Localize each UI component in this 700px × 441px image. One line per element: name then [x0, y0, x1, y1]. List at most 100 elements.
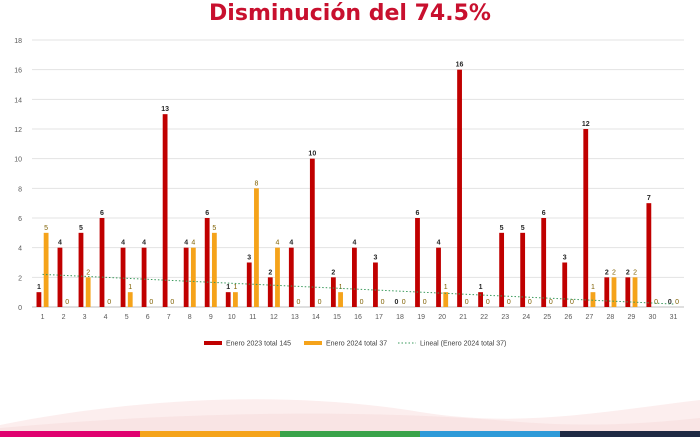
x-tick-label: 29 — [628, 314, 636, 321]
x-tick-label: 15 — [333, 314, 341, 321]
y-tick-label: 2 — [18, 275, 22, 282]
bar-enero-2024 — [632, 277, 638, 307]
x-tick-label: 12 — [270, 314, 278, 321]
legend-swatch — [304, 341, 322, 345]
x-tick-label: 16 — [354, 314, 362, 321]
data-label: 6 — [100, 210, 104, 217]
x-tick-label: 23 — [501, 314, 509, 321]
x-tick-label: 20 — [438, 314, 446, 321]
bar-enero-2023 — [78, 232, 84, 307]
x-tick-label: 13 — [291, 314, 299, 321]
y-tick-label: 14 — [14, 97, 22, 104]
x-tick-label: 25 — [543, 314, 551, 321]
x-tick-label: 28 — [606, 314, 614, 321]
data-label: 10 — [308, 151, 316, 158]
bars — [36, 69, 652, 308]
x-tick-label: 24 — [522, 314, 530, 321]
bar-enero-2024 — [211, 232, 217, 307]
footer-color-segment — [560, 431, 700, 437]
x-tick-label: 6 — [146, 314, 150, 321]
data-label: 0 — [170, 299, 174, 306]
x-tick-label: 19 — [417, 314, 425, 321]
data-label: 3 — [247, 255, 251, 262]
data-label: 16 — [456, 62, 464, 69]
bar-enero-2023 — [162, 114, 168, 308]
data-label: 2 — [626, 269, 630, 276]
data-label: 0 — [549, 299, 553, 306]
bar-enero-2023 — [373, 262, 378, 307]
bar-enero-2023 — [141, 247, 147, 307]
x-tick-label: 22 — [480, 314, 488, 321]
data-label: 0 — [654, 299, 658, 306]
data-label: 4 — [191, 240, 195, 247]
data-label: 2 — [86, 269, 90, 276]
data-label: 7 — [647, 195, 651, 202]
data-label: 0 — [668, 299, 672, 306]
x-tick-label: 21 — [459, 314, 467, 321]
x-tick-label: 2 — [62, 314, 66, 321]
bar-enero-2023 — [562, 262, 568, 307]
y-tick-label: 16 — [14, 68, 22, 75]
footer-color-segment — [140, 431, 280, 437]
data-label: 0 — [675, 299, 679, 306]
x-tick-label: 10 — [228, 314, 236, 321]
data-label: 1 — [226, 284, 230, 291]
y-tick-label: 6 — [18, 216, 22, 223]
x-tick-label: 1 — [41, 314, 45, 321]
y-tick-label: 12 — [14, 127, 22, 134]
data-label: 2 — [633, 269, 637, 276]
bar-enero-2023 — [120, 247, 126, 307]
bar-enero-2024 — [43, 232, 49, 307]
data-label: 5 — [521, 225, 525, 232]
footer-bottom — [0, 437, 700, 441]
bar-enero-2024 — [127, 292, 133, 307]
data-label: 0 — [149, 299, 153, 306]
bar-enero-2023 — [604, 277, 610, 307]
bar-enero-2023 — [267, 277, 273, 307]
x-tick-label: 4 — [104, 314, 108, 321]
trendline — [42, 273, 674, 305]
data-label: 6 — [416, 210, 420, 217]
data-label: 4 — [142, 240, 146, 247]
x-tick-label: 5 — [125, 314, 129, 321]
x-tick-label: 31 — [670, 314, 678, 321]
data-label: 1 — [128, 284, 132, 291]
data-label: 12 — [582, 121, 590, 128]
bar-enero-2024 — [233, 292, 238, 307]
y-tick-label: 4 — [18, 246, 22, 253]
y-axis-ticks: 0 2 4 6 8 10 12 14 16 18 — [14, 38, 22, 312]
data-label: 1 — [233, 284, 237, 291]
bar-enero-2023 — [99, 218, 105, 307]
data-label: 4 — [289, 240, 293, 247]
data-label: 0 — [423, 299, 427, 306]
x-axis-ticks: 1 2 3 4 5 6 7 8 9 10 11 12 13 14 15 16 17 18 19 20 21 22 23 24 2… — [41, 314, 678, 321]
bar-enero-2023 — [436, 247, 441, 307]
data-label: 0 — [507, 299, 511, 306]
bar-enero-2023 — [36, 292, 42, 307]
data-label: 0 — [360, 299, 364, 306]
data-label: 1 — [479, 284, 483, 291]
legend-swatch — [204, 341, 222, 345]
x-tick-label: 14 — [312, 314, 320, 321]
bar-enero-2023 — [309, 158, 315, 307]
data-label: 1 — [591, 284, 595, 291]
data-label: 0 — [486, 299, 490, 306]
data-label: 2 — [268, 269, 272, 276]
trendline-layer — [42, 273, 674, 305]
bar-enero-2024 — [190, 247, 196, 307]
bar-enero-2023 — [246, 262, 252, 307]
y-tick-label: 10 — [14, 157, 22, 164]
bar-enero-2024 — [338, 292, 343, 307]
x-tick-label: 9 — [209, 314, 213, 321]
data-label: 0 — [65, 299, 69, 306]
legend-label: Lineal (Enero 2024 total 37) — [420, 341, 506, 348]
data-label: 0 — [465, 299, 469, 306]
bar-enero-2023 — [541, 218, 547, 307]
data-label: 4 — [121, 240, 125, 247]
data-label: 4 — [58, 240, 62, 247]
bar-enero-2024 — [611, 277, 617, 307]
gridlines — [32, 39, 684, 308]
